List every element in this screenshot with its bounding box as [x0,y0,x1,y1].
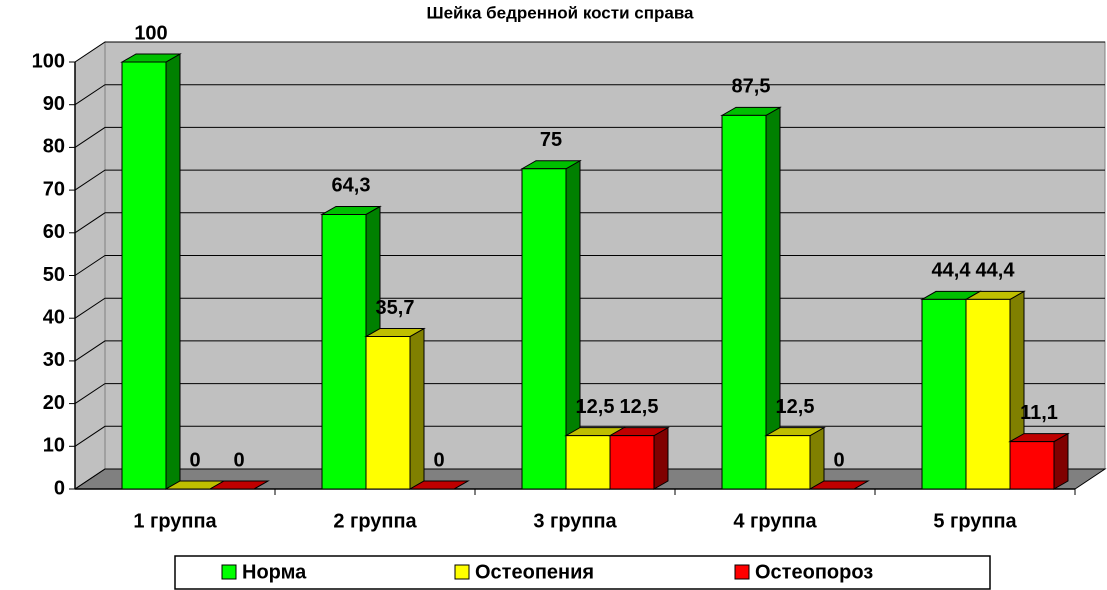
value-label: 12,5 [620,396,659,418]
legend-swatch [454,564,470,580]
value-label: 35,7 [376,297,415,319]
bar-top [808,480,870,490]
grid-line [74,41,1105,63]
value-label: 87,5 [732,76,771,98]
bar-front [1009,441,1055,490]
bar [120,53,182,490]
bar [808,480,870,490]
bar-side [1053,432,1069,490]
value-label: 0 [433,449,444,471]
bar-side [653,426,669,490]
bar-front [721,114,767,490]
bar-front [321,213,367,490]
bar [208,480,270,490]
value-label: 44,4 [976,260,1016,282]
value-label: 64,3 [332,175,371,197]
y-tick-label: 70 [43,178,65,200]
bar-front [365,336,411,490]
bar [608,426,670,490]
legend-label: Остеопороз [755,561,873,583]
x-tick-label: 4 группа [733,510,817,532]
bar-front [565,435,611,490]
x-tick-label: 2 группа [333,510,417,532]
y-tick-label: 20 [43,392,65,414]
bar-front [921,298,967,490]
legend-label: Остеопения [475,561,594,583]
y-tick-label: 50 [43,264,65,286]
legend-swatch [734,564,750,580]
legend-label: Норма [242,561,307,583]
bar-front [521,168,567,490]
bar [520,159,582,490]
y-tick-label: 30 [43,349,65,371]
y-tick-label: 0 [54,477,65,499]
value-label: 0 [233,449,244,471]
x-tick-label: 3 группа [533,510,617,532]
x-tick-label: 1 группа [133,510,217,532]
y-tick-label: 100 [32,50,65,72]
bar-front [965,298,1011,490]
y-tick-label: 40 [43,306,65,328]
bar [1008,432,1070,490]
bar-side [809,426,825,490]
legend-box [174,555,991,590]
y-tick-label: 60 [43,221,65,243]
bar-top [408,480,470,490]
value-label: 75 [540,129,562,151]
bar [408,480,470,490]
bar-front [765,435,811,490]
bar [720,106,782,490]
bar [364,327,426,490]
bar-side [409,327,425,490]
grid-line [74,84,1105,106]
value-label: 12,5 [776,396,815,418]
value-label: 0 [833,449,844,471]
y-tick-label: 10 [43,435,65,457]
value-label: 0 [189,449,200,471]
bar-front [121,61,167,490]
bar-top [208,480,270,490]
value-label: 44,4 [932,260,972,282]
x-tick-label: 5 группа [933,510,1017,532]
bar [764,426,826,490]
y-tick-label: 90 [43,93,65,115]
value-label: 11,1 [1020,402,1058,424]
value-label: 100 [134,22,167,44]
legend-swatch [221,564,237,580]
bar-side [165,53,181,490]
value-label: 12,5 [576,396,615,418]
y-tick-label: 80 [43,136,65,158]
chart-title: Шейка бедренной кости справа [427,3,695,22]
bar-front [609,435,655,490]
